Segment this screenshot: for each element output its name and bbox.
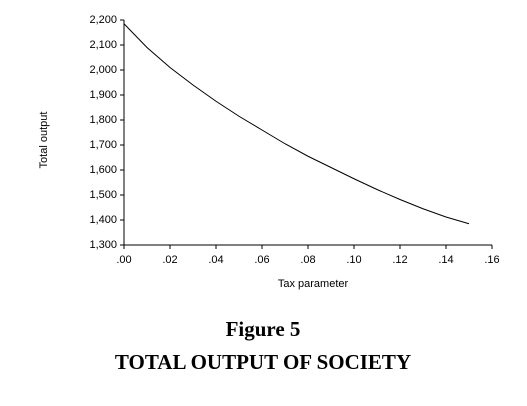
y-tick-label: 1,500 [89,189,117,201]
caption-number: Figure 5 [226,317,301,341]
y-tick-label: 1,800 [89,114,117,126]
x-tick-label: .00 [116,254,131,266]
y-tick-label: 1,700 [89,139,117,151]
x-tick-label: .12 [392,254,407,266]
line-series [123,23,470,225]
x-axis-label: Tax parameter [278,278,349,290]
caption-title: TOTAL OUTPUT OF SOCIETY [115,350,411,374]
y-tick-label: 1,400 [89,214,117,226]
x-tick-label: .16 [484,254,499,266]
x-tick-label: .02 [162,254,177,266]
y-tick-label: 2,000 [89,64,117,76]
x-tick-label: .14 [438,254,453,266]
y-tick-label: 1,900 [89,89,117,101]
x-tick-label: .04 [208,254,223,266]
y-tick-label: 1,600 [89,164,117,176]
y-tick-label: 2,200 [89,14,117,26]
y-tick-label: 1,300 [89,239,117,251]
x-tick-label: .10 [346,254,361,266]
x-tick-label: .06 [254,254,269,266]
y-axis-label: Total output [38,112,50,169]
x-tick-label: .08 [300,254,315,266]
y-tick-label: 2,100 [89,39,117,51]
